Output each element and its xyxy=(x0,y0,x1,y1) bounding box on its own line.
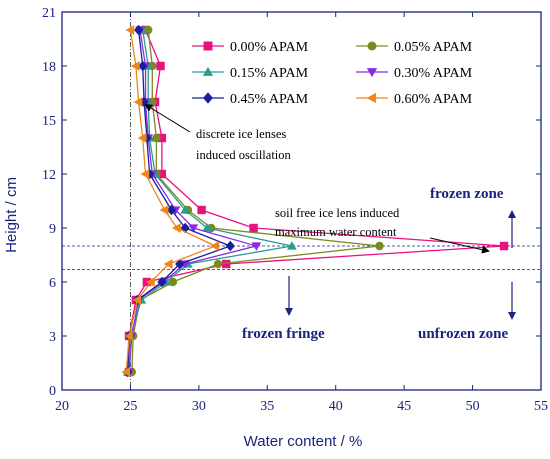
unfrozen-zone-label: unfrozen zone xyxy=(418,326,508,342)
series-3-point-6 xyxy=(188,224,199,233)
frozen-fringe-label: frozen fringe xyxy=(242,326,325,342)
annotation-ice-lenses-arrow xyxy=(144,103,191,133)
series-4-point-6 xyxy=(180,222,190,234)
series-5-point-6 xyxy=(171,223,181,233)
y-tick-label-5: 15 xyxy=(42,114,56,129)
series-2-point-6 xyxy=(202,223,212,232)
series-1-point-5 xyxy=(375,241,384,251)
axes: 20 25 30 35 40 45 50 55 0 3 6 9 12 15 18 21 xyxy=(42,6,548,414)
legend-item-0: 0.00% APAM xyxy=(192,40,309,55)
series-4-point-7 xyxy=(166,204,177,216)
series-0-point-11 xyxy=(156,61,165,71)
y-tick-label-4: 12 xyxy=(42,168,56,183)
series-5 xyxy=(121,25,220,377)
series-1-point-9 xyxy=(152,133,161,143)
series-5-point-11 xyxy=(130,61,140,71)
legend-marker-3 xyxy=(366,68,378,78)
series-line-1 xyxy=(131,29,380,373)
legend-item-3: 0.30% APAM xyxy=(356,66,473,81)
y-tick-label-2: 6 xyxy=(49,276,56,291)
series-line-4 xyxy=(127,29,233,373)
legend: 0.00% APAM 0.05% APAM 0.15% APAM 0.30% APAM… xyxy=(192,40,473,107)
series-0-point-5 xyxy=(499,241,509,251)
series-4-point-11 xyxy=(138,60,148,72)
legend-marker-1 xyxy=(367,41,377,51)
legend-label-2: 0.15% APAM xyxy=(230,66,309,81)
series-5-point-8 xyxy=(140,169,150,179)
annotation-ice-lenses-line1: discrete ice lenses xyxy=(196,127,286,141)
legend-label-3: 0.30% APAM xyxy=(394,66,473,81)
annotations: discrete ice lenses induced oscillation … xyxy=(144,103,516,342)
legend-item-2: 0.15% APAM xyxy=(192,66,309,81)
x-tick-label-7: 55 xyxy=(534,399,548,414)
plot-frame xyxy=(61,11,542,391)
series-4-point-5 xyxy=(225,240,235,252)
series-2-point-7 xyxy=(180,205,191,214)
series-5-point-0 xyxy=(121,367,131,377)
series-4 xyxy=(123,24,235,378)
reference-lines xyxy=(62,12,541,390)
annotation-ice-lenses-line2: induced oscillation xyxy=(196,148,292,162)
annotation-max-water-line1: soil free ice lens induced xyxy=(275,206,400,220)
series-1-point-3 xyxy=(168,277,178,287)
annotation-max-water-line2: maximum water content xyxy=(275,225,397,239)
series-4-point-4 xyxy=(175,258,185,270)
series-5-point-7 xyxy=(159,205,169,215)
x-tick-label-5: 45 xyxy=(397,399,411,414)
legend-marker-0 xyxy=(203,41,213,51)
series-2-point-5 xyxy=(287,241,297,250)
legend-item-1: 0.05% APAM xyxy=(356,40,473,55)
series-5-point-12 xyxy=(125,25,135,35)
legend-item-4: 0.45% APAM xyxy=(192,92,309,107)
legend-label-5: 0.60% APAM xyxy=(394,92,473,107)
series-line-5 xyxy=(125,29,217,373)
legend-marker-2 xyxy=(202,66,214,76)
series-5-point-5 xyxy=(210,241,220,251)
series-0-point-4 xyxy=(222,259,231,269)
series-5-point-3 xyxy=(145,277,155,287)
x-tick-label-2: 30 xyxy=(192,399,206,414)
legend-marker-4 xyxy=(203,92,213,104)
legend-label-0: 0.00% APAM xyxy=(230,40,309,55)
legend-label-1: 0.05% APAM xyxy=(394,40,473,55)
frozen-zone-label: frozen zone xyxy=(430,186,504,202)
legend-marker-5 xyxy=(366,92,377,104)
y-tick-label-6: 18 xyxy=(42,60,56,75)
series-5-point-9 xyxy=(137,133,147,143)
x-tick-label-4: 40 xyxy=(329,399,343,414)
series-4-point-3 xyxy=(157,276,167,288)
series-layer xyxy=(121,24,509,378)
series-5-point-10 xyxy=(133,97,143,107)
y-tick-label-1: 3 xyxy=(49,330,56,345)
y-tick-label-7: 21 xyxy=(42,6,56,21)
annotation-max-water-arrow xyxy=(429,237,490,254)
series-1-point-4 xyxy=(213,259,223,269)
x-tick-label-1: 25 xyxy=(123,399,137,414)
y-axis-title: Height / cm xyxy=(3,177,20,253)
series-0-point-6 xyxy=(249,223,258,233)
x-tick-label-0: 20 xyxy=(55,399,69,414)
x-tick-label-6: 50 xyxy=(466,399,480,414)
x-axis-title: Water content / % xyxy=(244,433,363,450)
legend-label-4: 0.45% APAM xyxy=(230,92,309,107)
y-tick-label-0: 0 xyxy=(49,384,56,399)
series-0-point-7 xyxy=(197,205,206,215)
series-5-point-4 xyxy=(163,259,173,269)
series-4-point-8 xyxy=(144,168,155,180)
series-3-point-5 xyxy=(251,242,262,251)
x-tick-label-3: 35 xyxy=(260,399,274,414)
series-5-point-1 xyxy=(124,331,133,341)
series-4-point-12 xyxy=(134,24,144,36)
legend-item-5: 0.60% APAM xyxy=(356,92,473,107)
series-0-point-9 xyxy=(157,133,167,143)
series-0-point-8 xyxy=(157,169,167,179)
y-tick-label-3: 9 xyxy=(49,222,56,237)
series-5-point-2 xyxy=(132,295,142,305)
